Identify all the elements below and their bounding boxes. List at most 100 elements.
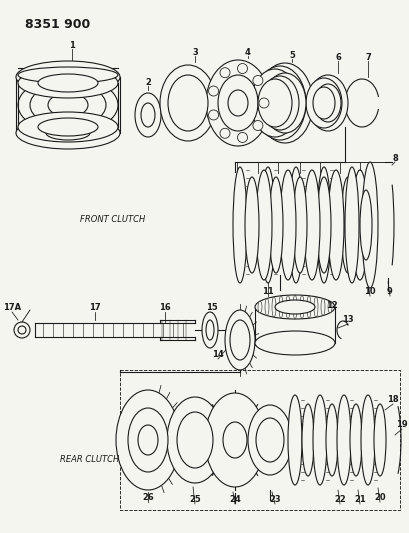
Text: 1: 1 — [69, 41, 75, 50]
Text: 16: 16 — [159, 303, 171, 312]
Ellipse shape — [218, 75, 257, 131]
Ellipse shape — [256, 63, 312, 143]
Ellipse shape — [327, 170, 343, 280]
Circle shape — [237, 63, 247, 74]
Ellipse shape — [336, 395, 350, 485]
Text: 12: 12 — [325, 301, 337, 310]
Ellipse shape — [299, 295, 303, 319]
Ellipse shape — [344, 167, 358, 283]
Ellipse shape — [16, 61, 120, 93]
Ellipse shape — [285, 295, 289, 319]
Ellipse shape — [263, 215, 275, 235]
Text: 4: 4 — [245, 47, 250, 56]
Ellipse shape — [202, 312, 218, 348]
Text: 5: 5 — [288, 51, 294, 60]
Circle shape — [208, 86, 218, 96]
Text: 23: 23 — [269, 496, 280, 505]
Text: FRONT CLUTCH: FRONT CLUTCH — [80, 215, 145, 224]
Ellipse shape — [303, 190, 315, 260]
Ellipse shape — [141, 103, 155, 127]
Text: 9: 9 — [386, 287, 392, 296]
Ellipse shape — [312, 395, 326, 485]
Ellipse shape — [128, 408, 168, 472]
Ellipse shape — [359, 190, 371, 260]
Ellipse shape — [316, 167, 330, 283]
Ellipse shape — [18, 67, 118, 83]
Ellipse shape — [205, 320, 213, 340]
Ellipse shape — [160, 65, 216, 141]
Ellipse shape — [360, 395, 374, 485]
Ellipse shape — [261, 167, 274, 283]
Text: 17: 17 — [89, 303, 101, 312]
Ellipse shape — [247, 405, 291, 475]
Ellipse shape — [275, 190, 287, 260]
Ellipse shape — [138, 425, 157, 455]
Ellipse shape — [38, 74, 98, 92]
Ellipse shape — [349, 404, 361, 476]
Text: 8: 8 — [391, 154, 397, 163]
Ellipse shape — [303, 170, 319, 280]
Ellipse shape — [268, 177, 282, 273]
Text: REAR CLUTCH: REAR CLUTCH — [60, 456, 119, 464]
Ellipse shape — [292, 295, 296, 319]
Text: 14: 14 — [211, 351, 223, 359]
Ellipse shape — [292, 177, 306, 273]
Text: 22: 22 — [333, 496, 345, 505]
Text: 26: 26 — [142, 494, 153, 503]
Ellipse shape — [38, 118, 98, 136]
Text: 10: 10 — [363, 287, 375, 296]
Ellipse shape — [340, 177, 354, 273]
Circle shape — [208, 110, 218, 120]
Ellipse shape — [255, 170, 271, 280]
Ellipse shape — [320, 298, 324, 316]
Ellipse shape — [373, 404, 385, 476]
Circle shape — [252, 76, 262, 85]
Ellipse shape — [16, 117, 120, 149]
Ellipse shape — [166, 397, 222, 483]
Ellipse shape — [254, 295, 334, 319]
Text: 3: 3 — [192, 47, 198, 56]
Ellipse shape — [259, 210, 279, 240]
Text: 20: 20 — [373, 494, 385, 503]
Ellipse shape — [261, 76, 298, 130]
Text: 2: 2 — [145, 77, 151, 86]
Ellipse shape — [327, 301, 331, 313]
Ellipse shape — [325, 404, 337, 476]
Ellipse shape — [227, 90, 247, 116]
Ellipse shape — [361, 162, 377, 288]
Text: 13: 13 — [342, 316, 353, 325]
Ellipse shape — [135, 93, 161, 137]
Text: 6: 6 — [334, 52, 340, 61]
Ellipse shape — [250, 69, 298, 137]
Ellipse shape — [30, 83, 106, 127]
Ellipse shape — [245, 177, 258, 273]
Ellipse shape — [177, 412, 213, 468]
Ellipse shape — [116, 390, 180, 490]
Text: 15: 15 — [206, 303, 217, 312]
Text: 7: 7 — [364, 52, 370, 61]
Text: 21: 21 — [353, 496, 365, 505]
Ellipse shape — [204, 393, 264, 487]
Ellipse shape — [254, 66, 305, 140]
Circle shape — [14, 322, 30, 338]
Ellipse shape — [229, 320, 249, 360]
Ellipse shape — [312, 87, 334, 119]
Ellipse shape — [46, 126, 90, 140]
Ellipse shape — [307, 75, 347, 131]
Circle shape — [258, 98, 268, 108]
Ellipse shape — [301, 404, 313, 476]
Ellipse shape — [205, 60, 270, 146]
Ellipse shape — [263, 73, 305, 133]
Text: 18: 18 — [386, 395, 398, 405]
Text: 19: 19 — [395, 421, 407, 430]
Text: 24: 24 — [229, 496, 240, 505]
Circle shape — [252, 120, 262, 131]
Ellipse shape — [18, 112, 118, 142]
Ellipse shape — [278, 296, 282, 318]
Ellipse shape — [232, 167, 246, 283]
Ellipse shape — [351, 170, 367, 280]
Ellipse shape — [257, 301, 261, 313]
Ellipse shape — [48, 93, 88, 117]
Ellipse shape — [274, 300, 314, 314]
Ellipse shape — [313, 297, 317, 317]
